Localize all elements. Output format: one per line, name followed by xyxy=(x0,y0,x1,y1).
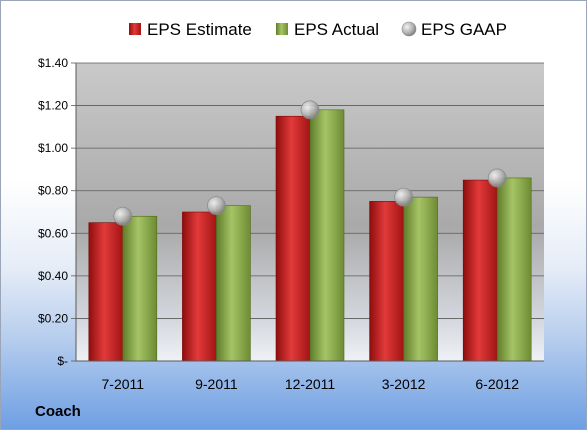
company-name: Coach xyxy=(35,403,81,420)
bar-eps-estimate xyxy=(369,201,404,362)
bar-eps-actual xyxy=(496,177,532,362)
y-tick-label: $1.00 xyxy=(38,141,68,155)
bar-eps-estimate xyxy=(275,115,311,362)
bar-eps-actual xyxy=(122,215,158,362)
x-tick-label: 7-2011 xyxy=(102,376,145,392)
gaap-marker xyxy=(113,206,133,226)
legend-swatch xyxy=(129,23,141,35)
gaap-markers xyxy=(113,100,507,226)
bar-eps-actual xyxy=(216,205,251,362)
bars xyxy=(88,109,532,362)
y-tick-label: $- xyxy=(57,354,68,368)
y-tick-label: $0.80 xyxy=(38,184,68,198)
y-tick-label: $0.60 xyxy=(38,226,68,240)
x-tick-label: 12-2011 xyxy=(285,376,336,392)
legend-label: EPS Actual xyxy=(294,20,379,39)
gaap-marker xyxy=(394,187,414,207)
y-axis: $- $0.20 $0.40 $0.60 $0.80 $1.00 $1.20 $1.40 xyxy=(38,56,544,368)
gaap-marker xyxy=(487,168,507,188)
bar-eps-actual xyxy=(309,109,345,362)
bar-eps-estimate xyxy=(462,179,498,362)
y-tick-label: $0.20 xyxy=(38,311,68,325)
y-tick-label: $1.40 xyxy=(38,56,68,70)
legend-label: EPS Estimate xyxy=(147,20,252,39)
gaap-marker xyxy=(206,196,226,216)
x-axis: 7-2011 9-2011 12-2011 3-2012 6-2012 xyxy=(102,376,520,392)
legend: EPS Estimate EPS Actual EPS GAAP xyxy=(129,20,507,39)
x-tick-label: 9-2011 xyxy=(195,376,238,392)
legend-swatch xyxy=(276,23,288,35)
gaap-marker xyxy=(300,100,320,120)
x-tick-label: 6-2012 xyxy=(475,376,519,392)
legend-swatch xyxy=(401,21,417,37)
bar-eps-estimate xyxy=(182,211,217,362)
bar-eps-estimate xyxy=(88,222,124,362)
x-tick-label: 3-2012 xyxy=(382,376,426,392)
legend-label: EPS GAAP xyxy=(421,20,507,39)
bar-eps-actual xyxy=(403,196,438,362)
y-tick-label: $0.40 xyxy=(38,269,68,283)
y-tick-label: $1.20 xyxy=(38,99,68,113)
